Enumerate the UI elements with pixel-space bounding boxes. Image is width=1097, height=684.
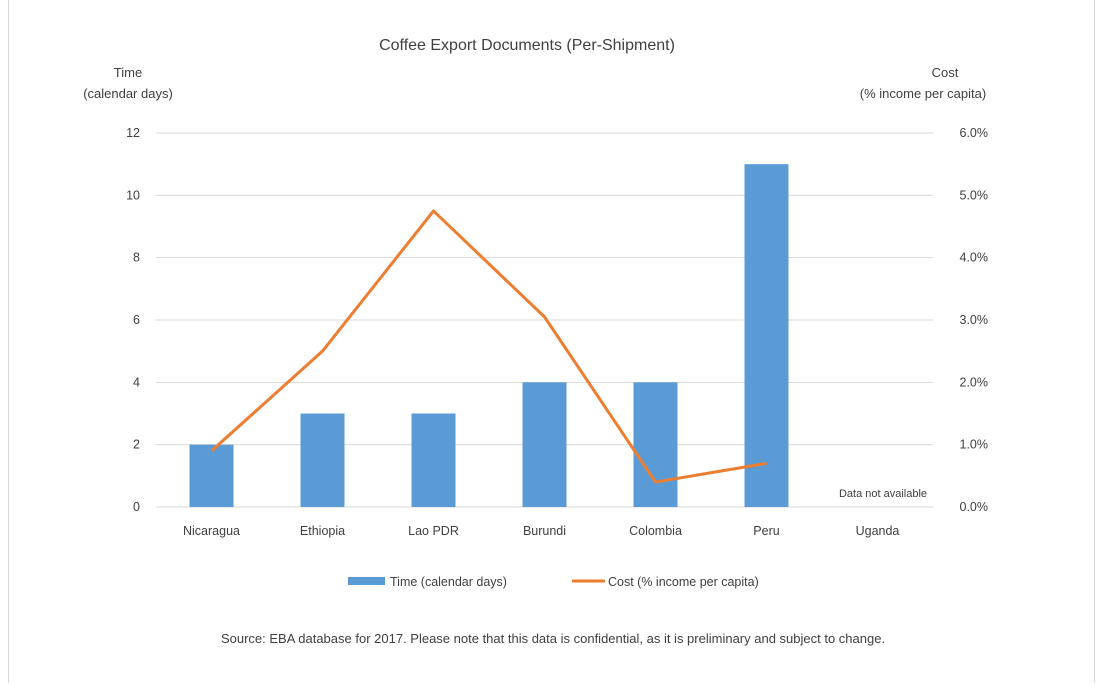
chart-title: Coffee Export Documents (Per-Shipment)	[379, 37, 675, 54]
left-tick-label: 10	[126, 188, 140, 202]
right-axis-label-line1: Cost	[932, 65, 959, 80]
left-tick-label: 0	[133, 500, 140, 514]
bar-series	[189, 164, 789, 507]
right-tick-label: 4.0%	[960, 251, 989, 265]
category-label: Peru	[753, 524, 779, 538]
category-label: Lao PDR	[408, 524, 459, 538]
category-label: Ethiopia	[300, 524, 345, 538]
left-axis-label-line2: (calendar days)	[83, 86, 173, 101]
bar	[744, 164, 789, 507]
category-label: Burundi	[523, 524, 566, 538]
right-tick-label: 5.0%	[960, 188, 989, 202]
tick-labels: 0 0.0% 2 1.0% 4 2.0% 6 3.0% 8 4.0% 10 5.0% 12 6.0% Nic…	[126, 126, 988, 538]
bar	[300, 413, 345, 507]
bar	[189, 444, 234, 507]
cost-line	[210, 209, 767, 484]
right-axis-label-line2: (% income per capita)	[860, 86, 986, 101]
chart-frame	[8, 0, 1095, 683]
legend-bar-label: Time (calendar days)	[390, 575, 507, 589]
legend: Time (calendar days) Cost (% income per …	[348, 575, 759, 589]
category-label: Nicaragua	[183, 524, 240, 538]
bar	[633, 382, 678, 507]
left-tick-label: 6	[133, 313, 140, 327]
left-tick-label: 8	[133, 251, 140, 265]
category-label: Uganda	[856, 524, 900, 538]
right-tick-label: 1.0%	[960, 438, 989, 452]
right-tick-label: 2.0%	[960, 375, 989, 389]
left-tick-label: 4	[133, 375, 140, 389]
left-tick-label: 2	[133, 438, 140, 452]
line-series	[210, 209, 767, 484]
data-not-available-note: Data not available	[839, 488, 927, 500]
legend-bar-swatch	[348, 577, 385, 585]
right-tick-label: 3.0%	[960, 313, 989, 327]
category-label: Colombia	[629, 524, 682, 538]
right-tick-label: 6.0%	[960, 126, 989, 140]
left-axis-label-line1: Time	[114, 65, 142, 80]
bar	[411, 413, 456, 507]
legend-line-label: Cost (% income per capita)	[608, 575, 759, 589]
right-tick-label: 0.0%	[960, 500, 989, 514]
bar	[522, 382, 567, 507]
left-tick-label: 12	[126, 126, 140, 140]
source-note: Source: EBA database for 2017. Please no…	[221, 631, 885, 646]
